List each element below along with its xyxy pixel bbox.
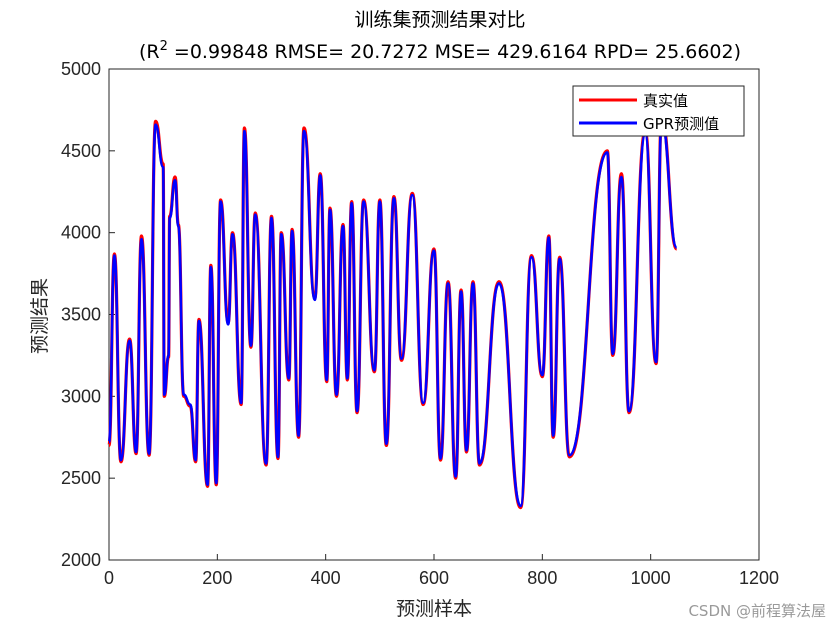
x-axis-title: 预测样本 [396, 598, 472, 620]
y-tick-label: 3500 [61, 305, 101, 325]
subtitle-rest: =0.99848 RMSE= 20.7272 MSE= 429.6164 RPD… [168, 41, 741, 63]
chart-title-text: 训练集预测结果对比 [354, 9, 525, 31]
legend-label-pred: GPR预测值 [643, 115, 719, 133]
x-tick-label: 1200 [739, 568, 779, 588]
legend-label-true: 真实值 [643, 92, 688, 110]
legend: 真实值 GPR预测值 [572, 85, 745, 137]
y-tick-label: 4000 [61, 223, 101, 243]
legend-box [572, 85, 745, 137]
y-tick-label: 4500 [61, 141, 101, 161]
x-tick-label: 200 [202, 568, 232, 588]
x-tick-label: 800 [527, 568, 557, 588]
series-gpr-line [107, 120, 678, 508]
chart-title: 训练集预测结果对比 (R2 =0.99848 RMSE= 20.7272 MSE… [139, 9, 741, 63]
axis-ticks: 0 200 400 600 800 1000 1200 2000 2500 3000 3500 400… [61, 59, 779, 588]
x-tick-label: 400 [311, 568, 341, 588]
x-tick-label: 600 [419, 568, 449, 588]
y-tick-label: 2000 [61, 550, 101, 570]
y-axis-title: 预测结果 [29, 278, 51, 354]
y-tick-label: 5000 [61, 59, 101, 79]
watermark: CSDN @前程算法屋 [688, 602, 826, 620]
x-tick-label: 0 [104, 568, 114, 588]
y-tick-label: 3000 [61, 386, 101, 406]
chart-subtitle: (R2 =0.99848 RMSE= 20.7272 MSE= 429.6164… [139, 39, 741, 63]
x-tick-label: 1000 [631, 568, 671, 588]
series-layer [107, 116, 679, 510]
subtitle-sup: 2 [160, 39, 168, 54]
y-tick-label: 2500 [61, 468, 101, 488]
subtitle-prefix: (R [139, 41, 160, 63]
